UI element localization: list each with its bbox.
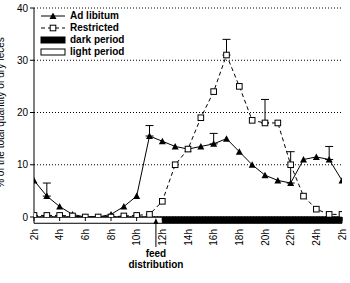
svg-text:30: 30 (17, 55, 29, 66)
html-text:light period: light period (70, 46, 125, 57)
svg-text:4h: 4h (54, 229, 65, 240)
svg-text:6h: 6h (80, 229, 91, 240)
html-text:Restricted: Restricted (70, 22, 119, 33)
svg-text:12h: 12h (157, 229, 168, 246)
svg-text:10: 10 (17, 159, 29, 170)
svg-text:8h: 8h (106, 229, 117, 240)
html-text:feed distribution: feed distribution (128, 248, 184, 270)
svg-text:22h: 22h (285, 229, 296, 246)
svg-text:40: 40 (17, 3, 29, 14)
html-text:Ad libitum: Ad libitum (70, 10, 119, 21)
svg-text:16h: 16h (208, 229, 219, 246)
svg-text:2h: 2h (337, 229, 348, 240)
svg-text:24h: 24h (311, 229, 322, 246)
svg-text:2h: 2h (29, 229, 40, 240)
svg-text:14h: 14h (183, 229, 194, 246)
svg-text:0: 0 (22, 212, 28, 223)
html-text:dark period: dark period (70, 34, 125, 45)
svg-text:20: 20 (17, 107, 29, 118)
svg-text:18h: 18h (234, 229, 245, 246)
svg-text:% of the total quantity of dry: % of the total quantity of dry feces (0, 37, 6, 188)
svg-text:20h: 20h (260, 229, 271, 246)
svg-text:10h: 10h (131, 229, 142, 246)
